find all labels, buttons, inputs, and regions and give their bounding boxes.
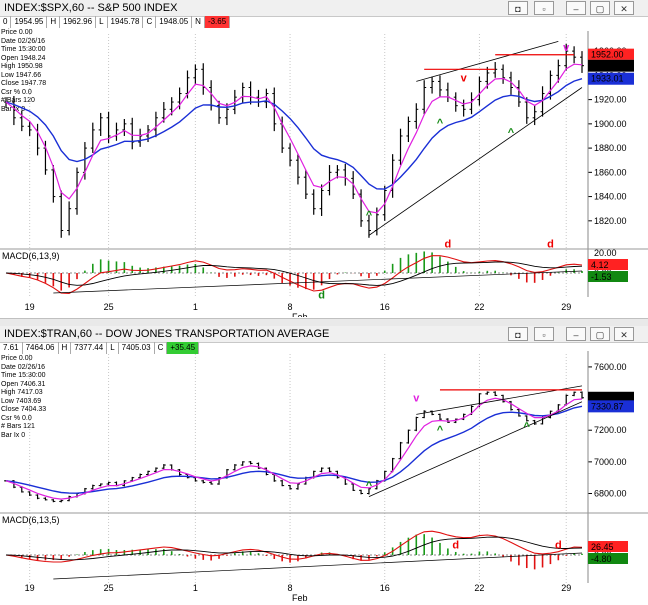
price-tick-label: 7000.00 bbox=[594, 457, 627, 467]
spx-ohlc-row: 0 1954.95 H 1962.96 L 1945.78 C 1948.05 N -3.65 bbox=[0, 16, 231, 28]
date-tick-label: 19 bbox=[25, 583, 35, 593]
macd-line-value: 26.45 bbox=[591, 542, 614, 552]
trend-line bbox=[368, 401, 583, 498]
spx-data-window: Price 0.00 Date 02/26/16 Time 15:30:00 Open… bbox=[1, 29, 47, 113]
date-tick-label: 16 bbox=[380, 302, 390, 312]
tran-data-window: Price 0.00 Date 02/26/16 Time 15:30:00 Open… bbox=[1, 355, 47, 439]
date-tick-label: 25 bbox=[104, 583, 114, 593]
trend-line bbox=[368, 87, 583, 236]
trend-line bbox=[416, 385, 583, 415]
pattern-annotation: v bbox=[461, 72, 468, 84]
date-tick-label: 25 bbox=[104, 302, 114, 312]
trend-line bbox=[416, 41, 559, 82]
date-tick-label: 16 bbox=[380, 583, 390, 593]
pattern-annotation: d bbox=[547, 239, 554, 251]
slow-moving-average bbox=[5, 405, 583, 494]
tran-chart: 192518162229Feb7600.007400.007200.007000… bbox=[0, 351, 648, 603]
pattern-annotation: ^ bbox=[437, 424, 444, 436]
spx-chart: 192518162229Feb1960.001940.001920.001900… bbox=[0, 31, 648, 317]
macd-signal-value: -1.53 bbox=[591, 272, 612, 282]
pattern-annotation: ^ bbox=[366, 480, 373, 492]
pattern-annotation: ^ bbox=[366, 209, 373, 221]
slow-moving-average bbox=[5, 78, 583, 190]
spx-title-bar: INDEX:$SPX,60 -- S&P 500 INDEX ◘ ▫ – ▢ ✕ bbox=[0, 0, 648, 17]
last-price-label: 1947.78 bbox=[591, 61, 624, 71]
top-price-label: 1952.00 bbox=[591, 50, 624, 60]
date-tick-label: 1 bbox=[193, 583, 198, 593]
spx-chart-title: INDEX:$SPX,60 -- S&P 500 INDEX bbox=[4, 2, 178, 14]
date-tick-label: 19 bbox=[25, 302, 35, 312]
price-tick-label: 1840.00 bbox=[594, 192, 627, 202]
pattern-annotation: d bbox=[555, 540, 562, 552]
macd-tick-label: 20.00 bbox=[594, 248, 617, 258]
price-tick-label: 1820.00 bbox=[594, 216, 627, 226]
price-tick-label: 7200.00 bbox=[594, 425, 627, 435]
pattern-annotation: v bbox=[413, 393, 420, 405]
macd-histogram bbox=[13, 251, 583, 291]
date-tick-label: 29 bbox=[561, 583, 571, 593]
macd-signal-line bbox=[5, 536, 583, 561]
pattern-annotation: d bbox=[452, 540, 459, 552]
price-tick-label: 7600.00 bbox=[594, 362, 627, 372]
macd-signal-line bbox=[5, 261, 583, 286]
ma-price-label: 1933.01 bbox=[591, 74, 624, 84]
pattern-annotation: ^ bbox=[508, 127, 515, 139]
macd-label: MACD(6,13,9) bbox=[2, 251, 60, 261]
minimize-button[interactable]: – bbox=[566, 327, 586, 341]
tran-chart-title: INDEX:$TRAN,60 -- DOW JONES TRANSPORTATI… bbox=[4, 328, 330, 340]
price-tick-label: 1900.00 bbox=[594, 119, 627, 129]
fast-moving-average bbox=[5, 63, 583, 214]
pattern-annotation: ^ bbox=[524, 421, 531, 433]
macd-line-box bbox=[588, 259, 628, 270]
macd-signal-box bbox=[588, 553, 628, 564]
collapse-icon[interactable]: ▫ bbox=[534, 1, 554, 15]
macd-signal-box bbox=[588, 271, 628, 282]
price-tick-label: 6800.00 bbox=[594, 489, 627, 499]
maximize-button[interactable]: ▢ bbox=[590, 1, 610, 15]
collapse-icon[interactable]: ▫ bbox=[534, 327, 554, 341]
fast-moving-average bbox=[5, 397, 583, 500]
month-label: Feb bbox=[292, 312, 308, 317]
month-label: Feb bbox=[292, 593, 308, 603]
macd-signal-value: -4.80 bbox=[591, 554, 612, 564]
date-tick-label: 29 bbox=[561, 302, 571, 312]
maximize-button[interactable]: ▢ bbox=[590, 327, 610, 341]
last-price-label: 7404.33 bbox=[591, 393, 624, 403]
tran-chart-panel: INDEX:$TRAN,60 -- DOW JONES TRANSPORTATI… bbox=[0, 326, 648, 605]
ma-price-box bbox=[588, 72, 634, 85]
macd-line-box bbox=[588, 541, 628, 552]
ma-price-box bbox=[588, 400, 634, 413]
date-tick-label: 1 bbox=[193, 302, 198, 312]
ma-price-label: 7330.87 bbox=[591, 401, 624, 411]
price-tick-label: 1920.00 bbox=[594, 95, 627, 105]
date-tick-label: 8 bbox=[288, 583, 293, 593]
macd-line-value: 4.12 bbox=[591, 260, 609, 270]
minimize-button[interactable]: – bbox=[566, 1, 586, 15]
price-bars bbox=[4, 391, 584, 503]
date-tick-label: 22 bbox=[474, 583, 484, 593]
price-bars bbox=[4, 43, 584, 238]
close-button[interactable]: ✕ bbox=[614, 327, 634, 341]
macd-line bbox=[5, 530, 583, 563]
spx-chart-panel: INDEX:$SPX,60 -- S&P 500 INDEX ◘ ▫ – ▢ ✕… bbox=[0, 0, 648, 318]
pattern-annotation: ^ bbox=[437, 117, 444, 129]
top-price-box bbox=[588, 48, 634, 60]
pattern-annotation: d bbox=[444, 239, 451, 251]
price-tick-label: 1880.00 bbox=[594, 143, 627, 153]
pattern-annotation: d bbox=[318, 289, 325, 301]
macd-trend-line bbox=[53, 270, 583, 294]
tran-ohlc-row: 7.61 7464.06 H 7377.44 L 7405.03 C +35.45 bbox=[0, 342, 200, 354]
date-tick-label: 8 bbox=[288, 302, 293, 312]
date-tick-label: 22 bbox=[474, 302, 484, 312]
link-icon[interactable]: ◘ bbox=[508, 327, 528, 341]
pattern-annotation: v bbox=[563, 42, 570, 54]
close-button[interactable]: ✕ bbox=[614, 1, 634, 15]
macd-label: MACD(6,13,5) bbox=[2, 515, 60, 525]
macd-histogram bbox=[13, 534, 583, 570]
last-price-box bbox=[588, 59, 634, 72]
link-icon[interactable]: ◘ bbox=[508, 1, 528, 15]
macd-trend-line bbox=[53, 552, 583, 580]
price-tick-label: 1860.00 bbox=[594, 167, 627, 177]
tran-title-bar: INDEX:$TRAN,60 -- DOW JONES TRANSPORTATI… bbox=[0, 326, 648, 343]
